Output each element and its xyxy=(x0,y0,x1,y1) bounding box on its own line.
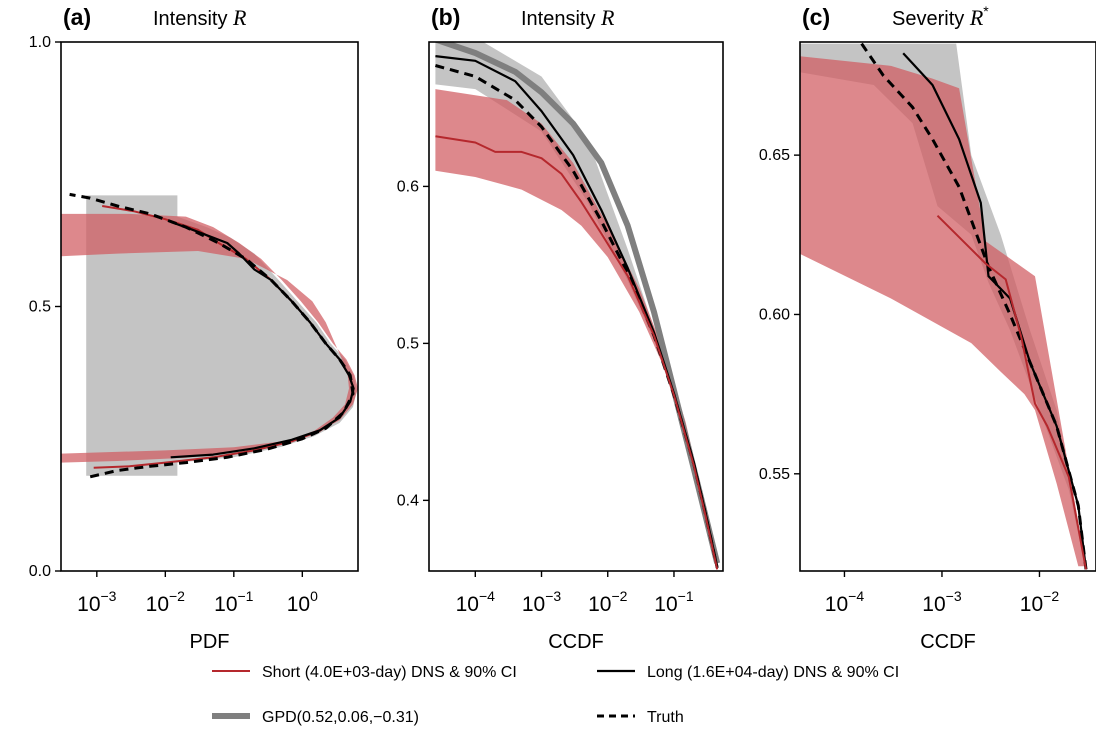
legend-item-long: Long (1.6E+04-day) DNS & 90% CI xyxy=(597,664,899,681)
panel-c: 0.55 0.60 0.65 10−4 10−3 10−2 CCDF (c) Severity … xyxy=(759,3,1096,653)
x-tick-label: 10−2 xyxy=(1020,588,1060,616)
panel-a: 0.0 0.5 1.0 10−3 10−2 10−1 100 PDF (a) Intensity … xyxy=(29,4,359,653)
y-tick-label: 0.6 xyxy=(397,178,419,195)
short-ci-band xyxy=(435,89,718,568)
x-tick-label: 10−2 xyxy=(588,588,628,616)
long-ci-band xyxy=(435,42,718,568)
x-tick-label: 100 xyxy=(287,588,318,616)
legend-label: Truth xyxy=(647,709,684,726)
y-tick-label: 0.4 xyxy=(397,492,419,509)
x-tick-label: 10−4 xyxy=(456,588,496,616)
y-tick-label: 0.5 xyxy=(397,335,419,352)
short-ci-band xyxy=(800,56,1086,567)
x-tick-label: 10−1 xyxy=(654,588,694,616)
legend-label: Short (4.0E+03-day) DNS & 90% CI xyxy=(262,664,517,681)
legend-item-short: Short (4.0E+03-day) DNS & 90% CI xyxy=(212,664,517,681)
x-tick-label: 10−4 xyxy=(825,588,865,616)
panel-tag: (a) xyxy=(63,4,91,30)
legend-item-gpd: GPD(0.52,0.06,−0.31) xyxy=(212,709,419,726)
panel-title: Intensity R xyxy=(153,5,247,30)
x-tick-label: 10−3 xyxy=(922,588,962,616)
y-tick-label: 0.60 xyxy=(759,306,790,323)
x-tick-label: 10−2 xyxy=(146,588,186,616)
truth-series-line xyxy=(69,192,355,479)
legend-label: Long (1.6E+04-day) DNS & 90% CI xyxy=(647,664,899,681)
short-ci-band xyxy=(61,213,358,463)
y-tick-label: 0.55 xyxy=(759,466,790,483)
legend-label: GPD(0.52,0.06,−0.31) xyxy=(262,709,419,726)
x-tick-label: 10−3 xyxy=(77,588,117,616)
plot-area xyxy=(800,42,1088,570)
y-tick-label: 0.0 xyxy=(29,563,51,580)
plot-area xyxy=(61,192,358,479)
panel-title: Intensity R xyxy=(521,5,615,30)
truth-series-line xyxy=(435,64,719,569)
y-tick-label: 1.0 xyxy=(29,34,51,51)
plot-area xyxy=(433,42,721,570)
panel-b: 0.4 0.5 0.6 10−4 10−3 10−2 10−1 CCDF (b) Intensit… xyxy=(397,4,724,653)
panel-title: Severity R* xyxy=(892,3,989,30)
legend: Short (4.0E+03-day) DNS & 90% CI Long (1.… xyxy=(212,664,899,726)
x-axis-label: CCDF xyxy=(548,631,604,653)
y-tick-label: 0.65 xyxy=(759,147,790,164)
axes-frame xyxy=(428,41,724,572)
y-tick-label: 0.5 xyxy=(29,299,51,316)
x-tick-label: 10−3 xyxy=(522,588,562,616)
x-axis-label: PDF xyxy=(190,631,230,653)
legend-item-truth: Truth xyxy=(597,709,684,726)
axes-frame xyxy=(799,41,1096,572)
x-axis-label: CCDF xyxy=(920,631,976,653)
panel-tag: (b) xyxy=(431,4,460,30)
short-series-line xyxy=(936,214,1087,570)
x-tick-label: 10−1 xyxy=(214,588,254,616)
panel-tag: (c) xyxy=(802,4,830,30)
short-series-line xyxy=(435,135,719,570)
long-ci-band xyxy=(86,195,357,476)
